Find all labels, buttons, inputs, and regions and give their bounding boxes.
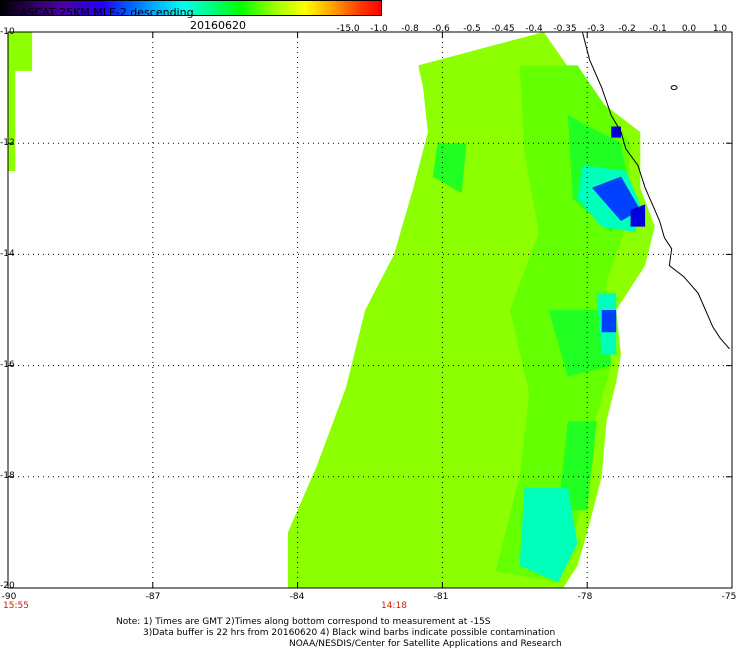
lon-label: -75 bbox=[721, 592, 737, 602]
coastline bbox=[581, 31, 730, 350]
lake-outline bbox=[670, 85, 678, 91]
lat-label: -12 bbox=[0, 138, 15, 148]
colorbar-tick-label: -0.4 bbox=[525, 24, 543, 34]
lat-label: -10 bbox=[0, 27, 15, 37]
swath-cyan-south bbox=[519, 487, 578, 583]
lon-label: -90 bbox=[1, 592, 17, 602]
colorbar-tick-label: -1.0 bbox=[370, 24, 388, 34]
graticule bbox=[8, 32, 732, 588]
lat-label: -16 bbox=[0, 360, 15, 370]
swath-mid-green-center bbox=[548, 310, 612, 377]
colorbar-tick-label: -0.35 bbox=[553, 24, 577, 34]
colorbar-tick-label: -0.8 bbox=[401, 24, 419, 34]
lat-label: -18 bbox=[0, 471, 15, 481]
swath-deep-blue-spot bbox=[611, 126, 621, 138]
time-label: 15:55 bbox=[3, 601, 29, 611]
map-date: 20160620 bbox=[190, 19, 246, 32]
lon-label: -87 bbox=[145, 592, 161, 602]
swath-mid-green-west bbox=[432, 143, 467, 194]
lon-label: -81 bbox=[433, 592, 449, 602]
lat-label: -14 bbox=[0, 249, 15, 259]
lon-label: -78 bbox=[577, 592, 593, 602]
note-line-3: NOAA/NESDIS/Center for Satellite Applica… bbox=[289, 639, 562, 649]
wind-swath bbox=[8, 32, 655, 588]
colorbar-tick-label: -0.2 bbox=[618, 24, 636, 34]
lon-label: -84 bbox=[289, 592, 305, 602]
colorbar-tick-label: -0.3 bbox=[587, 24, 605, 34]
swath-strip-west bbox=[8, 32, 33, 171]
time-label: 14:18 bbox=[381, 601, 407, 611]
colorbar-tick-label: 1.0 bbox=[712, 24, 728, 34]
colorbar-tick-label: -15.0 bbox=[336, 24, 360, 34]
colorbar bbox=[0, 0, 382, 16]
colorbar-tick-label: 0.0 bbox=[681, 24, 697, 34]
map-frame bbox=[7, 31, 733, 589]
swath-blue-center bbox=[601, 310, 617, 333]
colorbar-tick-label: -0.1 bbox=[649, 24, 667, 34]
swath-blue-core bbox=[592, 176, 641, 221]
map-title: ASCAT 25KM MLE-2 descending bbox=[20, 6, 194, 19]
coastline-peru bbox=[581, 31, 730, 350]
note-line-2: 3)Data buffer is 22 hrs from 20160620 4)… bbox=[143, 628, 556, 638]
colorbar-tick-label: -0.5 bbox=[463, 24, 481, 34]
colorbar-tick-label: -0.6 bbox=[432, 24, 450, 34]
colorbar-tick-label: -0.45 bbox=[491, 24, 515, 34]
note-line-1: Note: 1) Times are GMT 2)Times along bot… bbox=[116, 617, 491, 627]
swath-deep-blue-core bbox=[630, 204, 646, 227]
lat-label: -20 bbox=[0, 581, 15, 591]
